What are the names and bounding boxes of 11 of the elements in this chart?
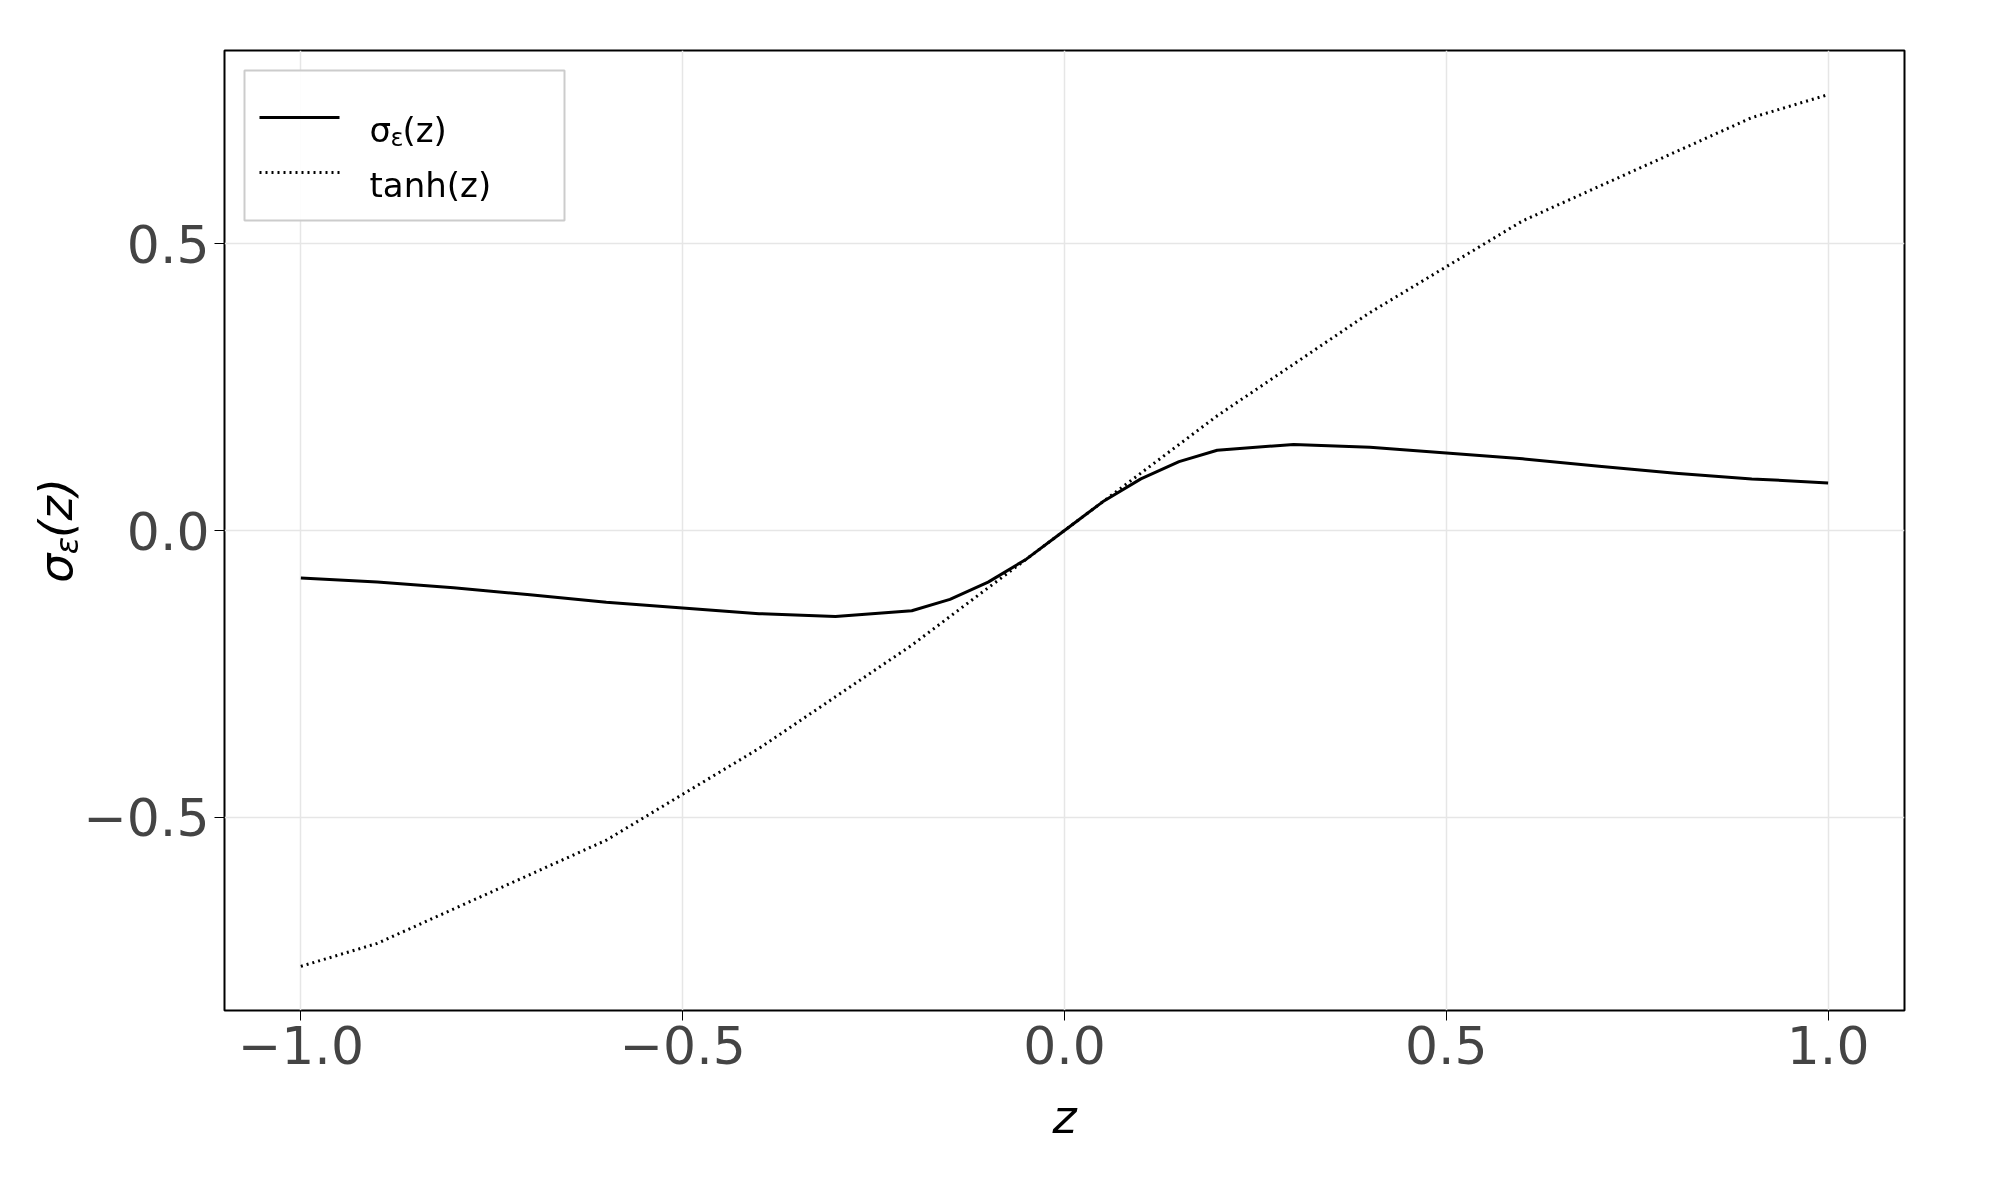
x-axis-title: z <box>1051 1089 1078 1144</box>
y-tick-label: −0.5 <box>83 788 210 849</box>
y-tick-label: 0.0 <box>126 501 210 562</box>
legend-label: tanh(z) <box>369 164 492 205</box>
x-tick-label: −1.0 <box>237 1015 365 1076</box>
y-tick-label: 0.5 <box>126 214 210 275</box>
y-axis-title: σε(z) <box>28 478 86 583</box>
x-tick-label: 1.0 <box>1786 1015 1870 1076</box>
x-tick-label: −0.5 <box>619 1015 746 1076</box>
x-tick-label: 0.5 <box>1404 1015 1488 1076</box>
x-tick-label: 0.0 <box>1023 1015 1106 1076</box>
